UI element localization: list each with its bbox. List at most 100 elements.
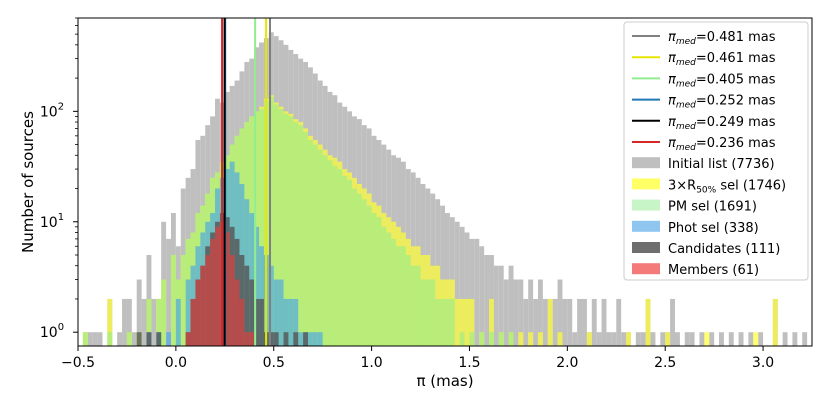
histogram-bar <box>244 265 250 346</box>
histogram-bar <box>307 332 313 346</box>
histogram-bar <box>616 298 622 346</box>
histogram-bar <box>572 332 578 346</box>
histogram-bar <box>802 332 808 346</box>
histogram-bar <box>205 255 211 346</box>
histogram-bar <box>528 332 534 346</box>
histogram-bar <box>312 332 318 346</box>
histogram-bar <box>459 226 465 346</box>
histogram-bar <box>180 255 186 346</box>
histogram-bar <box>254 226 260 346</box>
histogram-bar <box>782 332 788 346</box>
legend-entry-patch: Candidates (111) <box>668 242 780 257</box>
legend-entry-patch: PM sel (1691) <box>668 200 757 215</box>
y-tick-label: 102 <box>40 101 64 120</box>
histogram-bar <box>699 332 705 346</box>
histogram-bar <box>352 188 357 346</box>
histogram-bar <box>479 246 485 346</box>
legend: πmed=0.481 mas πmed=0.461 mas πmed=0.405 m… <box>623 21 809 281</box>
histogram-bar <box>537 279 543 346</box>
histogram-bar <box>562 298 568 346</box>
histogram-bar <box>596 332 602 346</box>
histogram-bar <box>259 298 264 346</box>
histogram-bar <box>454 221 460 346</box>
histogram-bar <box>425 279 431 346</box>
histogram-bar <box>259 108 264 346</box>
plot-frame <box>77 17 813 347</box>
histogram-bar <box>303 131 308 346</box>
histogram-bar <box>322 155 328 346</box>
histogram-bar <box>166 238 171 346</box>
histogram-bar <box>215 226 220 346</box>
x-tick-label: 2.0 <box>556 355 578 371</box>
histogram-bar <box>415 265 421 346</box>
histogram-bar <box>410 265 416 346</box>
histogram-bar <box>185 332 191 346</box>
histogram-bar <box>552 298 558 346</box>
x-tick-label: 3.0 <box>752 355 774 371</box>
histogram-bar <box>126 332 132 346</box>
histogram-bar <box>567 298 573 346</box>
histogram-bar <box>660 332 666 346</box>
x-tick-label: 2.5 <box>654 355 676 371</box>
histogram-bar <box>670 298 675 346</box>
histogram-bar <box>288 116 294 346</box>
legend-patch-swatch <box>632 199 660 211</box>
histogram-bar <box>621 332 627 346</box>
histogram-bar <box>317 149 323 346</box>
histogram-bar <box>474 238 480 346</box>
histogram-bar <box>557 332 563 346</box>
histogram-bar <box>493 265 499 346</box>
histogram-bar <box>435 298 441 346</box>
histogram-bar <box>396 246 401 346</box>
histogram-bar <box>87 332 93 346</box>
histogram-bar <box>249 279 255 346</box>
x-axis-ticks: −0.5 0.0 0.5 1.0 1.5 2.0 2.5 3.0 <box>61 346 774 371</box>
histogram-bar <box>229 255 235 346</box>
histogram-bar <box>537 332 543 346</box>
histogram-bar <box>391 238 397 346</box>
legend-entry-median: πmed=0.249 mas <box>668 115 776 132</box>
histogram-bar <box>317 332 323 346</box>
histogram-bar <box>542 298 548 346</box>
histogram-bar <box>459 298 465 346</box>
histogram-bar <box>518 279 524 346</box>
histogram-bar <box>684 332 690 346</box>
histogram-bar <box>185 279 191 346</box>
histogram-bar <box>332 165 338 346</box>
histogram-bar <box>283 332 289 346</box>
histogram-bar <box>591 298 597 346</box>
histogram-bar <box>97 332 103 346</box>
histogram-bar <box>239 298 245 346</box>
histogram-bar <box>440 298 445 346</box>
legend-entry-patch: Phot sel (338) <box>668 221 759 236</box>
histogram-bar <box>601 298 607 346</box>
histogram-bar <box>161 279 167 346</box>
histogram-bar <box>166 332 171 346</box>
histogram-bar <box>146 332 152 346</box>
histogram-bar <box>293 332 299 346</box>
histogram-bar <box>518 332 524 346</box>
histogram-bar <box>371 213 377 346</box>
histogram-bar <box>513 279 519 346</box>
histogram-bar <box>498 265 504 346</box>
histogram-bar <box>464 298 470 346</box>
histogram-bar <box>283 298 289 346</box>
histogram-bar <box>772 298 778 346</box>
histogram-bar <box>307 140 313 346</box>
x-tick-label: −0.5 <box>61 355 95 371</box>
histogram-bar <box>489 332 494 346</box>
histogram-bar <box>440 205 445 346</box>
histogram-bar <box>635 332 641 346</box>
histogram-bar <box>753 332 759 346</box>
histogram-bar <box>337 169 343 346</box>
legend-patch-swatch <box>632 220 660 232</box>
histogram-bar <box>459 332 465 346</box>
histogram-bar <box>342 175 348 346</box>
y-tick-label: 100 <box>40 322 64 341</box>
histogram-bar <box>268 96 274 346</box>
histogram-bar <box>234 279 240 346</box>
histogram-bar <box>381 226 387 346</box>
histogram-bar <box>464 232 470 346</box>
histogram-bars <box>82 32 808 346</box>
